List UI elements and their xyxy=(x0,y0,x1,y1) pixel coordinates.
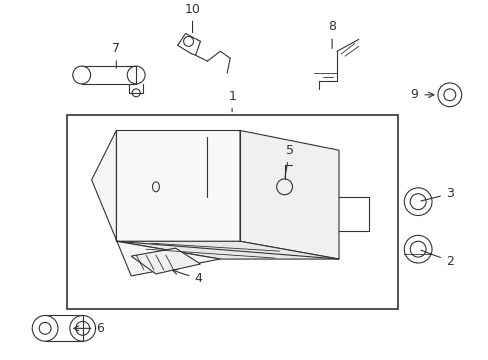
Polygon shape xyxy=(116,241,338,259)
Text: 1: 1 xyxy=(228,90,236,112)
Text: 8: 8 xyxy=(327,21,335,49)
Polygon shape xyxy=(91,130,220,276)
Bar xyxy=(81,66,136,84)
Text: 4: 4 xyxy=(172,269,202,285)
Text: 7: 7 xyxy=(112,42,120,68)
Text: 3: 3 xyxy=(420,187,453,201)
Polygon shape xyxy=(116,130,240,241)
Circle shape xyxy=(32,315,58,341)
Text: 2: 2 xyxy=(420,250,453,267)
Text: 6: 6 xyxy=(74,322,104,335)
Polygon shape xyxy=(131,248,200,274)
Bar xyxy=(45,315,82,341)
Text: 9: 9 xyxy=(409,88,417,101)
Text: 10: 10 xyxy=(184,3,200,33)
Bar xyxy=(67,114,398,309)
Circle shape xyxy=(73,66,90,84)
Text: 5: 5 xyxy=(285,144,293,177)
Polygon shape xyxy=(240,130,338,259)
